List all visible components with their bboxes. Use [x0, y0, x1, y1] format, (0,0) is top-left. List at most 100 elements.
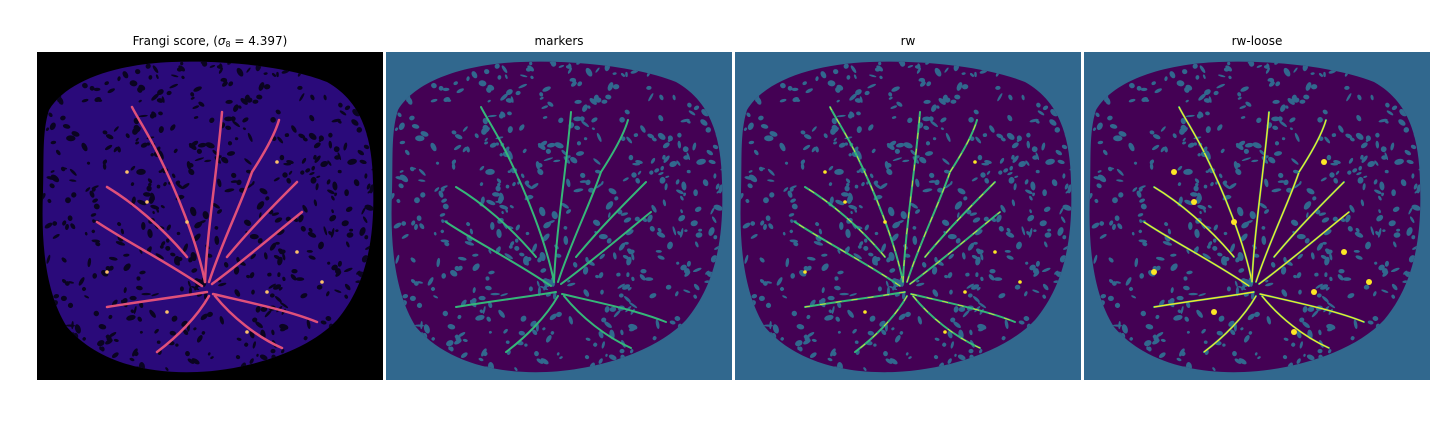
vessel-lines [794, 106, 1016, 353]
vessel-segment [909, 211, 1001, 285]
vessel-outline [949, 119, 978, 173]
highlight-spot [823, 170, 827, 174]
vessel-outline [1143, 221, 1250, 287]
highlight-spot [145, 200, 149, 204]
highlight-spot [275, 160, 279, 164]
vessel-outline [1178, 106, 1205, 153]
vessel-segment [213, 294, 284, 350]
vessel-outline [804, 186, 886, 258]
rw-image [735, 52, 1081, 380]
vessel-segment [155, 294, 211, 354]
frangi-score-title: Frangi score, (σ8 = 4.397) [132, 34, 288, 49]
vessel-segment [600, 119, 629, 173]
highlight-spot [265, 290, 269, 294]
vessel-outline [829, 106, 856, 153]
vessel-segment [563, 295, 632, 349]
highlight-spot [1311, 289, 1317, 295]
vessel-outline [854, 151, 904, 283]
highlight-spot [883, 220, 887, 224]
vessel-lines [95, 105, 319, 354]
highlight-spot [185, 220, 189, 224]
panel-image-svg [735, 52, 1081, 380]
highlight-spot [1231, 219, 1237, 225]
vessel-segment [455, 186, 537, 258]
vessel-lines [445, 106, 667, 353]
vessel-segment [561, 293, 667, 323]
highlight-spot [1191, 199, 1197, 205]
highlight-spot [245, 330, 249, 334]
frangi-score-image [37, 52, 383, 380]
highlight-spot [993, 250, 997, 254]
vessel-lines [1143, 106, 1365, 353]
vessel-segment [211, 292, 319, 324]
highlight-spot [843, 200, 847, 204]
vessel-segment [575, 181, 647, 258]
vessel-segment [560, 211, 652, 285]
vessel-outline [1153, 291, 1255, 308]
rw-loose-title: rw-loose [1231, 34, 1283, 48]
highlight-spot [165, 310, 169, 314]
panel-image-svg [1084, 52, 1430, 380]
highlight-spots [803, 160, 1022, 334]
vessel-outline [1203, 295, 1257, 353]
vessel-outline [1261, 295, 1330, 349]
vessel-outline [1203, 151, 1253, 283]
highlight-spot [295, 250, 299, 254]
highlight-spot [1018, 280, 1022, 284]
panel-image-svg [386, 52, 732, 380]
vessel-segment [105, 290, 209, 309]
vessel-outline [902, 111, 921, 283]
highlight-spots [1151, 159, 1372, 335]
highlight-spot [1211, 309, 1217, 315]
highlight-spot [1341, 249, 1347, 255]
vessel-segment [557, 171, 602, 283]
vessel-segment [225, 180, 299, 259]
vessel-segment [794, 221, 901, 287]
highlight-spot [125, 170, 129, 174]
vessel-segment [250, 118, 281, 174]
markers-title: markers [534, 34, 584, 48]
vessel-segment [912, 295, 981, 349]
vessel-segment [210, 210, 304, 286]
vessel-segment [455, 291, 557, 308]
rw-title: rw [900, 34, 916, 48]
vessel-segment [95, 220, 204, 288]
vessel-outline [1273, 181, 1345, 258]
vessel-outline [804, 291, 906, 308]
highlight-spot [1291, 329, 1297, 335]
highlight-spot [973, 160, 977, 164]
highlight-spots [105, 160, 324, 334]
highlight-spot [803, 270, 807, 274]
highlight-spot [320, 280, 324, 284]
vessel-outline [1259, 293, 1365, 323]
vessel-segment [203, 110, 224, 284]
vessel-outline [1298, 119, 1327, 173]
vessel-segment [445, 221, 552, 287]
highlight-spot [863, 310, 867, 314]
highlight-spot [105, 270, 109, 274]
vessel-segment [553, 111, 572, 283]
vessel-segment [207, 170, 254, 284]
vessel-outline [1255, 171, 1300, 283]
vessel-outline [1153, 186, 1235, 258]
highlight-spot [1171, 169, 1177, 175]
rw-loose-image [1084, 52, 1430, 380]
highlight-spot [963, 290, 967, 294]
vessel-outline [1251, 111, 1270, 283]
vessel-segment [480, 106, 507, 153]
panel-image-svg [37, 52, 383, 380]
vessel-segment [505, 295, 559, 353]
highlight-spot [1151, 269, 1157, 275]
vessel-segment [130, 105, 159, 154]
markers-image [386, 52, 732, 380]
vessel-outline [910, 293, 1016, 323]
vessel-segment [906, 171, 951, 283]
vessel-segment [155, 150, 207, 284]
highlight-spot [1366, 279, 1372, 285]
vessel-segment [105, 185, 189, 259]
highlight-spot [943, 330, 947, 334]
vessel-segment [505, 151, 555, 283]
vessel-outline [1258, 211, 1350, 285]
vessel-outline [854, 295, 908, 353]
highlight-spot [1321, 159, 1327, 165]
